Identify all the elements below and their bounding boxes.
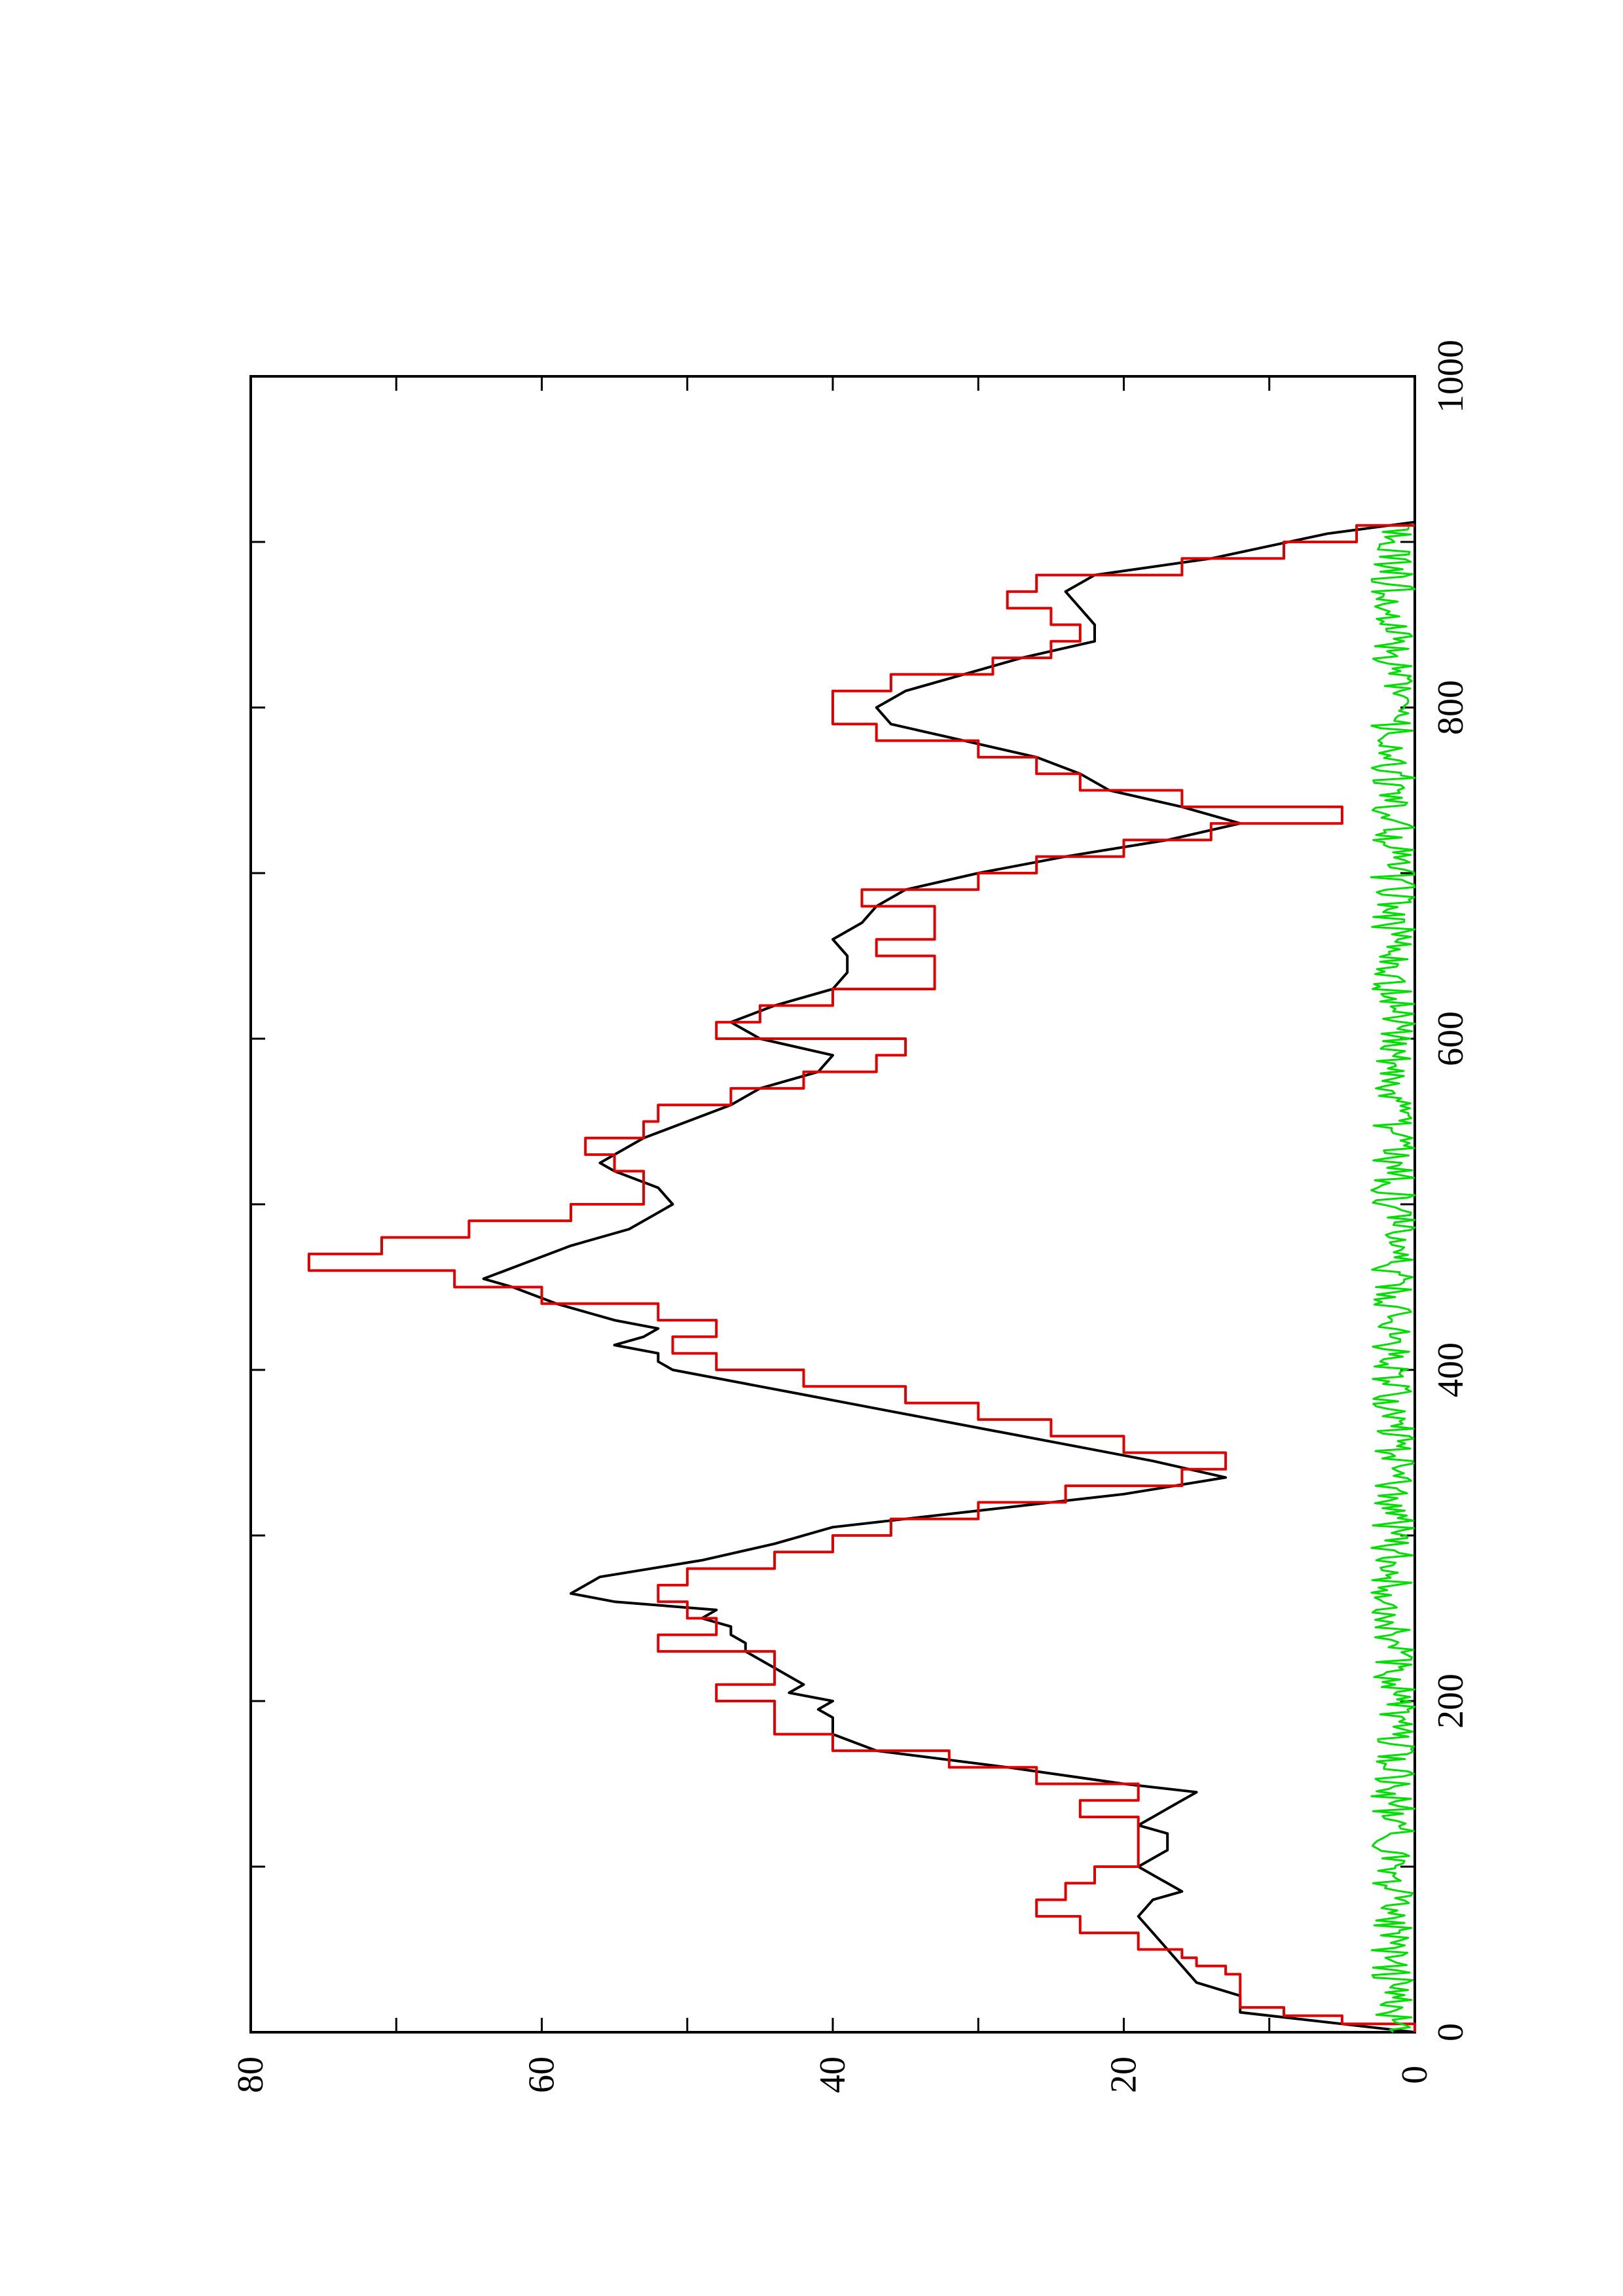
plot-frame [249, 375, 1416, 2034]
y-tick-label: 40 [812, 2056, 853, 2093]
series-line-3 [1370, 526, 1416, 2034]
series-group [307, 520, 1416, 2034]
y-tick-label: 80 [230, 2056, 271, 2093]
x-tick-label: 1000 [1431, 340, 1471, 413]
x-tick-label: 400 [1431, 1342, 1471, 1397]
series-line-2 [307, 524, 1416, 2032]
series-line-1 [482, 520, 1415, 2034]
x-tick-label: 200 [1431, 1674, 1471, 1729]
axis-ticks [249, 375, 1416, 2034]
x-tick-label: 0 [1431, 2023, 1471, 2041]
tick-labels: 0 200 400 600 800 1000 0 20 40 60 80 [230, 340, 1471, 2093]
x-tick-label: 800 [1431, 680, 1471, 735]
y-tick-label: 20 [1104, 2056, 1144, 2093]
x-tick-label: 600 [1431, 1011, 1471, 1066]
y-tick-label: 60 [522, 2056, 562, 2093]
y-tick-label: 0 [1395, 2066, 1435, 2084]
